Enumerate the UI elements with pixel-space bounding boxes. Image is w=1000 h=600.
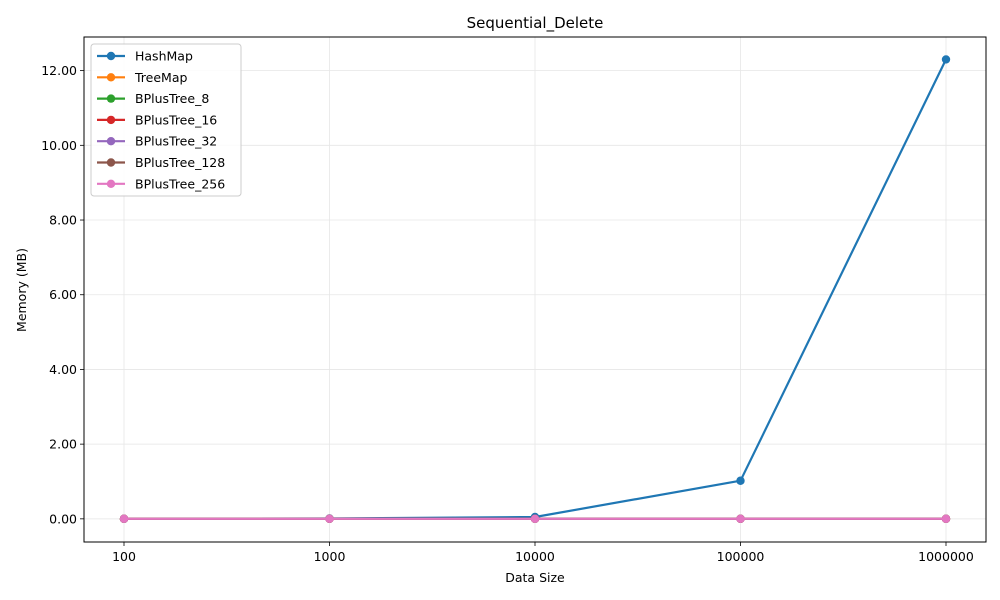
x-axis: 100 1000 10000 100000 1000000 [112,542,974,564]
data-point-bplustree-256 [530,514,540,524]
data-point-bplustree-256 [736,514,745,524]
y-tick-label: 6.00 [49,287,77,302]
x-tick-label: 10000 [515,549,555,564]
series-layer [119,55,951,524]
y-axis-title: Memory (MB) [14,248,29,332]
legend-label-bplustree-256: BPlusTree_256 [135,176,225,191]
legend-marker-bplustree-128 [106,158,116,167]
legend-label-bplustree-128: BPlusTree_128 [135,155,225,170]
legend-marker-treemap [106,73,116,82]
data-point-bplustree-256 [119,514,129,524]
y-tick-label: 2.00 [49,437,77,452]
legend-marker-bplustree-8 [106,94,116,103]
y-tick-label: 0.00 [49,511,77,526]
x-tick-label: 1000 [314,549,346,564]
legend-marker-bplustree-256 [106,179,116,188]
legend-marker-bplustree-32 [106,137,116,146]
data-point-hashmap [941,55,951,64]
y-tick-label: 10.00 [41,138,77,153]
y-tick-label: 4.00 [49,362,77,377]
legend-box [90,43,242,197]
x-tick-label: 100000 [717,549,765,564]
data-point-bplustree-256 [325,514,334,524]
legend-label-treemap: TreeMap [134,70,187,85]
y-tick-label: 8.00 [49,213,77,228]
x-axis-title: Data Size [505,570,565,585]
legend-label-bplustree-32: BPlusTree_32 [135,134,217,149]
x-tick-label: 100 [112,549,136,564]
legend-label-bplustree-16: BPlusTree_16 [135,112,217,127]
y-tick-label: 12.00 [41,63,77,78]
legend-marker-hashmap [106,51,116,61]
legend-label-bplustree-8: BPlusTree_8 [135,91,209,106]
x-tick-label: 1000000 [918,549,974,564]
chart-title: Sequential_Delete [467,14,604,33]
legend: HashMap TreeMap BPlusTree_8 BPlusTree_16 BPl… [90,43,242,197]
data-point-bplustree-256 [941,514,951,524]
data-point-hashmap [736,476,745,485]
legend-marker-bplustree-16 [106,115,116,125]
legend-label-hashmap: HashMap [135,49,193,64]
y-axis: 0.00 2.00 4.00 6.00 8.00 10.00 12.00 [41,63,84,526]
